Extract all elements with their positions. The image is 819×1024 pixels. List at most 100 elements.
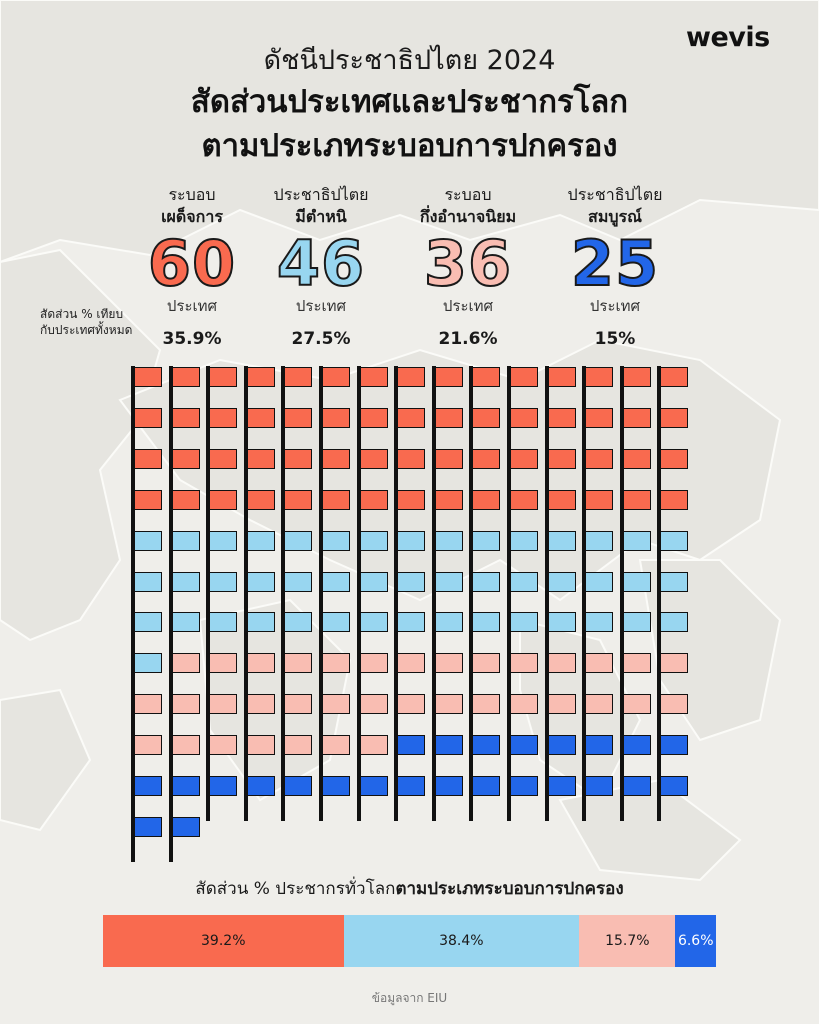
flag-icon — [281, 611, 315, 658]
flag-cloth — [434, 489, 463, 510]
category-unit: ประเทศ — [442, 297, 494, 315]
flag-cloth — [510, 367, 538, 387]
flag-pole — [619, 734, 624, 781]
flag-pole — [619, 570, 624, 617]
flag-pole — [657, 734, 662, 781]
flag-icon — [243, 611, 278, 658]
flag-icon — [582, 734, 616, 781]
flag-pole — [469, 775, 474, 821]
flag-icon — [394, 447, 428, 494]
flag-pole — [619, 366, 624, 412]
flag-pole — [431, 734, 436, 781]
category-unit: ประเทศ — [295, 297, 347, 315]
flag-pole — [243, 693, 248, 740]
flag-pole — [168, 570, 173, 617]
flag-cloth — [246, 571, 275, 592]
flag-icon — [356, 406, 391, 453]
flag-pole — [243, 652, 248, 699]
flag-pole — [394, 529, 399, 576]
category-label-line-1: ประชาธิปไตย — [273, 185, 369, 204]
flag-cloth — [397, 612, 426, 633]
flag-pole — [356, 570, 361, 617]
flag-icon — [281, 366, 315, 412]
flag-icon — [469, 447, 503, 494]
flag-icon — [394, 570, 428, 617]
flag-cloth — [134, 816, 162, 837]
flag-cloth — [547, 489, 576, 510]
flag-pole — [657, 652, 662, 699]
flag-cloth — [660, 776, 689, 796]
flag-pole — [431, 488, 436, 535]
flag-icon — [544, 406, 579, 453]
flag-icon — [469, 406, 503, 453]
flag-pole — [168, 488, 173, 535]
flag-pole — [507, 570, 511, 617]
flag-icon — [281, 447, 315, 494]
population-bar-label: 6.6% — [677, 933, 714, 949]
flag-pole — [619, 529, 624, 576]
flag-cloth — [171, 694, 200, 715]
flag-icon — [168, 529, 203, 576]
flag-icon — [507, 693, 541, 740]
flag-cloth — [622, 489, 651, 510]
flag-icon — [131, 775, 165, 821]
flag-cloth — [171, 735, 200, 756]
flag-cloth — [209, 612, 238, 633]
flag-pole — [206, 652, 211, 699]
flag-pole — [131, 611, 135, 658]
flag-icon — [319, 652, 353, 699]
flag-icon — [657, 611, 691, 658]
flag-pole — [544, 775, 549, 821]
flag-pole — [356, 652, 361, 699]
flag-cloth — [322, 489, 350, 510]
flag-pole — [131, 734, 135, 781]
flag-icon — [582, 488, 616, 535]
subtitle-heading: ดัชนีประชาธิปไตย 2024 — [263, 45, 556, 76]
flag-cloth — [246, 653, 275, 674]
population-bar-segment: 6.6% — [675, 915, 716, 967]
flag-cloth — [134, 612, 162, 633]
flag-pole — [206, 734, 211, 781]
flag-pole — [619, 611, 624, 658]
flag-icon — [507, 652, 541, 699]
flag-icon — [206, 775, 240, 821]
flag-icon — [619, 734, 654, 781]
flag-pole — [281, 652, 286, 699]
flag-icon — [131, 693, 165, 740]
flag-cloth — [322, 694, 350, 715]
flag-pole — [131, 693, 135, 740]
flag-cloth — [397, 571, 426, 592]
flag-pole — [394, 652, 399, 699]
flag-cloth — [134, 448, 162, 469]
flag-icon — [356, 447, 391, 494]
flag-cloth — [622, 735, 651, 756]
flag-icon — [206, 488, 240, 535]
flag-cloth — [547, 367, 576, 387]
flag-icon — [319, 406, 353, 453]
flag-cloth — [134, 694, 162, 715]
flag-icon — [356, 366, 391, 412]
flag-icon — [657, 734, 691, 781]
flag-pole — [469, 447, 474, 494]
flag-pole — [544, 693, 549, 740]
flag-pole — [281, 570, 286, 617]
flag-pole — [431, 775, 436, 821]
flag-cloth — [284, 489, 313, 510]
flag-cloth — [585, 694, 614, 715]
flag-cloth — [510, 612, 538, 633]
flag-icon — [243, 734, 278, 781]
flag-pole — [507, 652, 511, 699]
flag-icon — [469, 366, 503, 412]
flag-icon — [582, 447, 616, 494]
flag-cloth — [397, 694, 426, 715]
flag-pole — [356, 693, 361, 740]
flag-icon — [619, 447, 654, 494]
flag-pole — [544, 406, 549, 453]
flag-pole — [356, 775, 361, 821]
flag-cloth — [171, 489, 200, 510]
flag-cloth — [134, 367, 162, 387]
flag-icon — [281, 652, 315, 699]
flag-cloth — [397, 407, 426, 428]
flag-cloth — [434, 694, 463, 715]
flag-icon — [131, 488, 165, 535]
